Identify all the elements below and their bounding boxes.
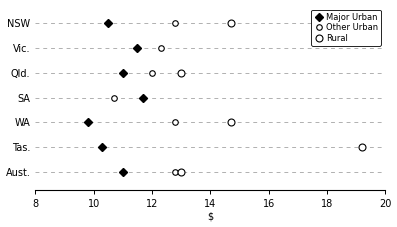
X-axis label: $: $ [207,211,213,222]
Legend: Major Urban, Other Urban, Rural: Major Urban, Other Urban, Rural [312,10,381,46]
